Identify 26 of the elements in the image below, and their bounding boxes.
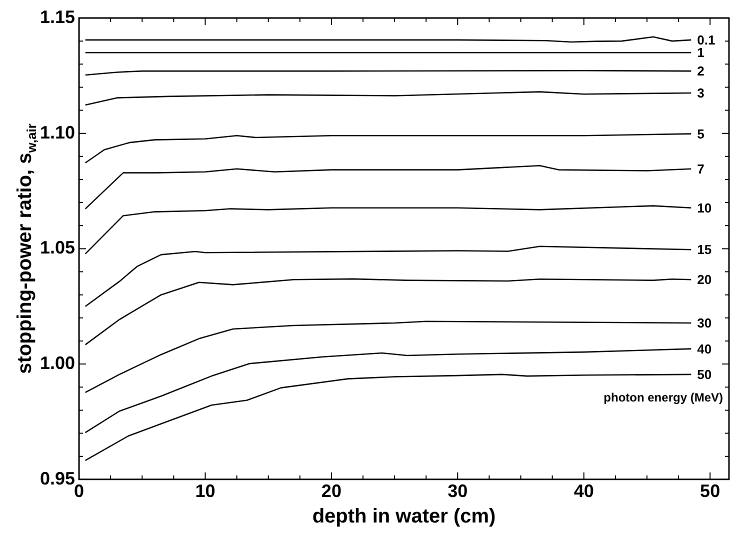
y-tick-label: 1.15 [40, 6, 76, 27]
y-axis-title: stopping-power ratio, sw,air [14, 124, 39, 374]
x-axis-title: depth in water (cm) [312, 506, 496, 528]
x-tick-label: 10 [195, 481, 216, 502]
legend-label: 20 [697, 272, 712, 288]
legend-title: photon energy (MeV) [604, 390, 723, 405]
series-label: 50 [697, 367, 712, 382]
x-tick-label: 0 [74, 481, 84, 502]
series-label: 7 [697, 161, 704, 176]
x-tick-label: 20 [321, 481, 342, 502]
y-tick-label: 1.10 [40, 122, 76, 142]
y-tick-label: 1.05 [40, 238, 76, 258]
x-tick-label: 40 [574, 481, 594, 502]
legend-label: 2 [697, 64, 704, 79]
legend-label: 40 [697, 341, 712, 356]
legend-label: 5 [697, 126, 704, 142]
legend-label: 10 [697, 200, 712, 216]
y-tick-label: 1.00 [40, 353, 76, 374]
y-tick-label: 0.95 [40, 468, 76, 488]
x-tick-label: 50 [700, 481, 720, 502]
legend-label: 3 [697, 86, 704, 101]
legend-label: 0.1 [697, 32, 716, 48]
legend-label: 15 [697, 242, 712, 258]
x-tick-label: 30 [448, 481, 468, 502]
legend-label: 30 [697, 316, 712, 331]
series-label: 1 [697, 45, 704, 60]
